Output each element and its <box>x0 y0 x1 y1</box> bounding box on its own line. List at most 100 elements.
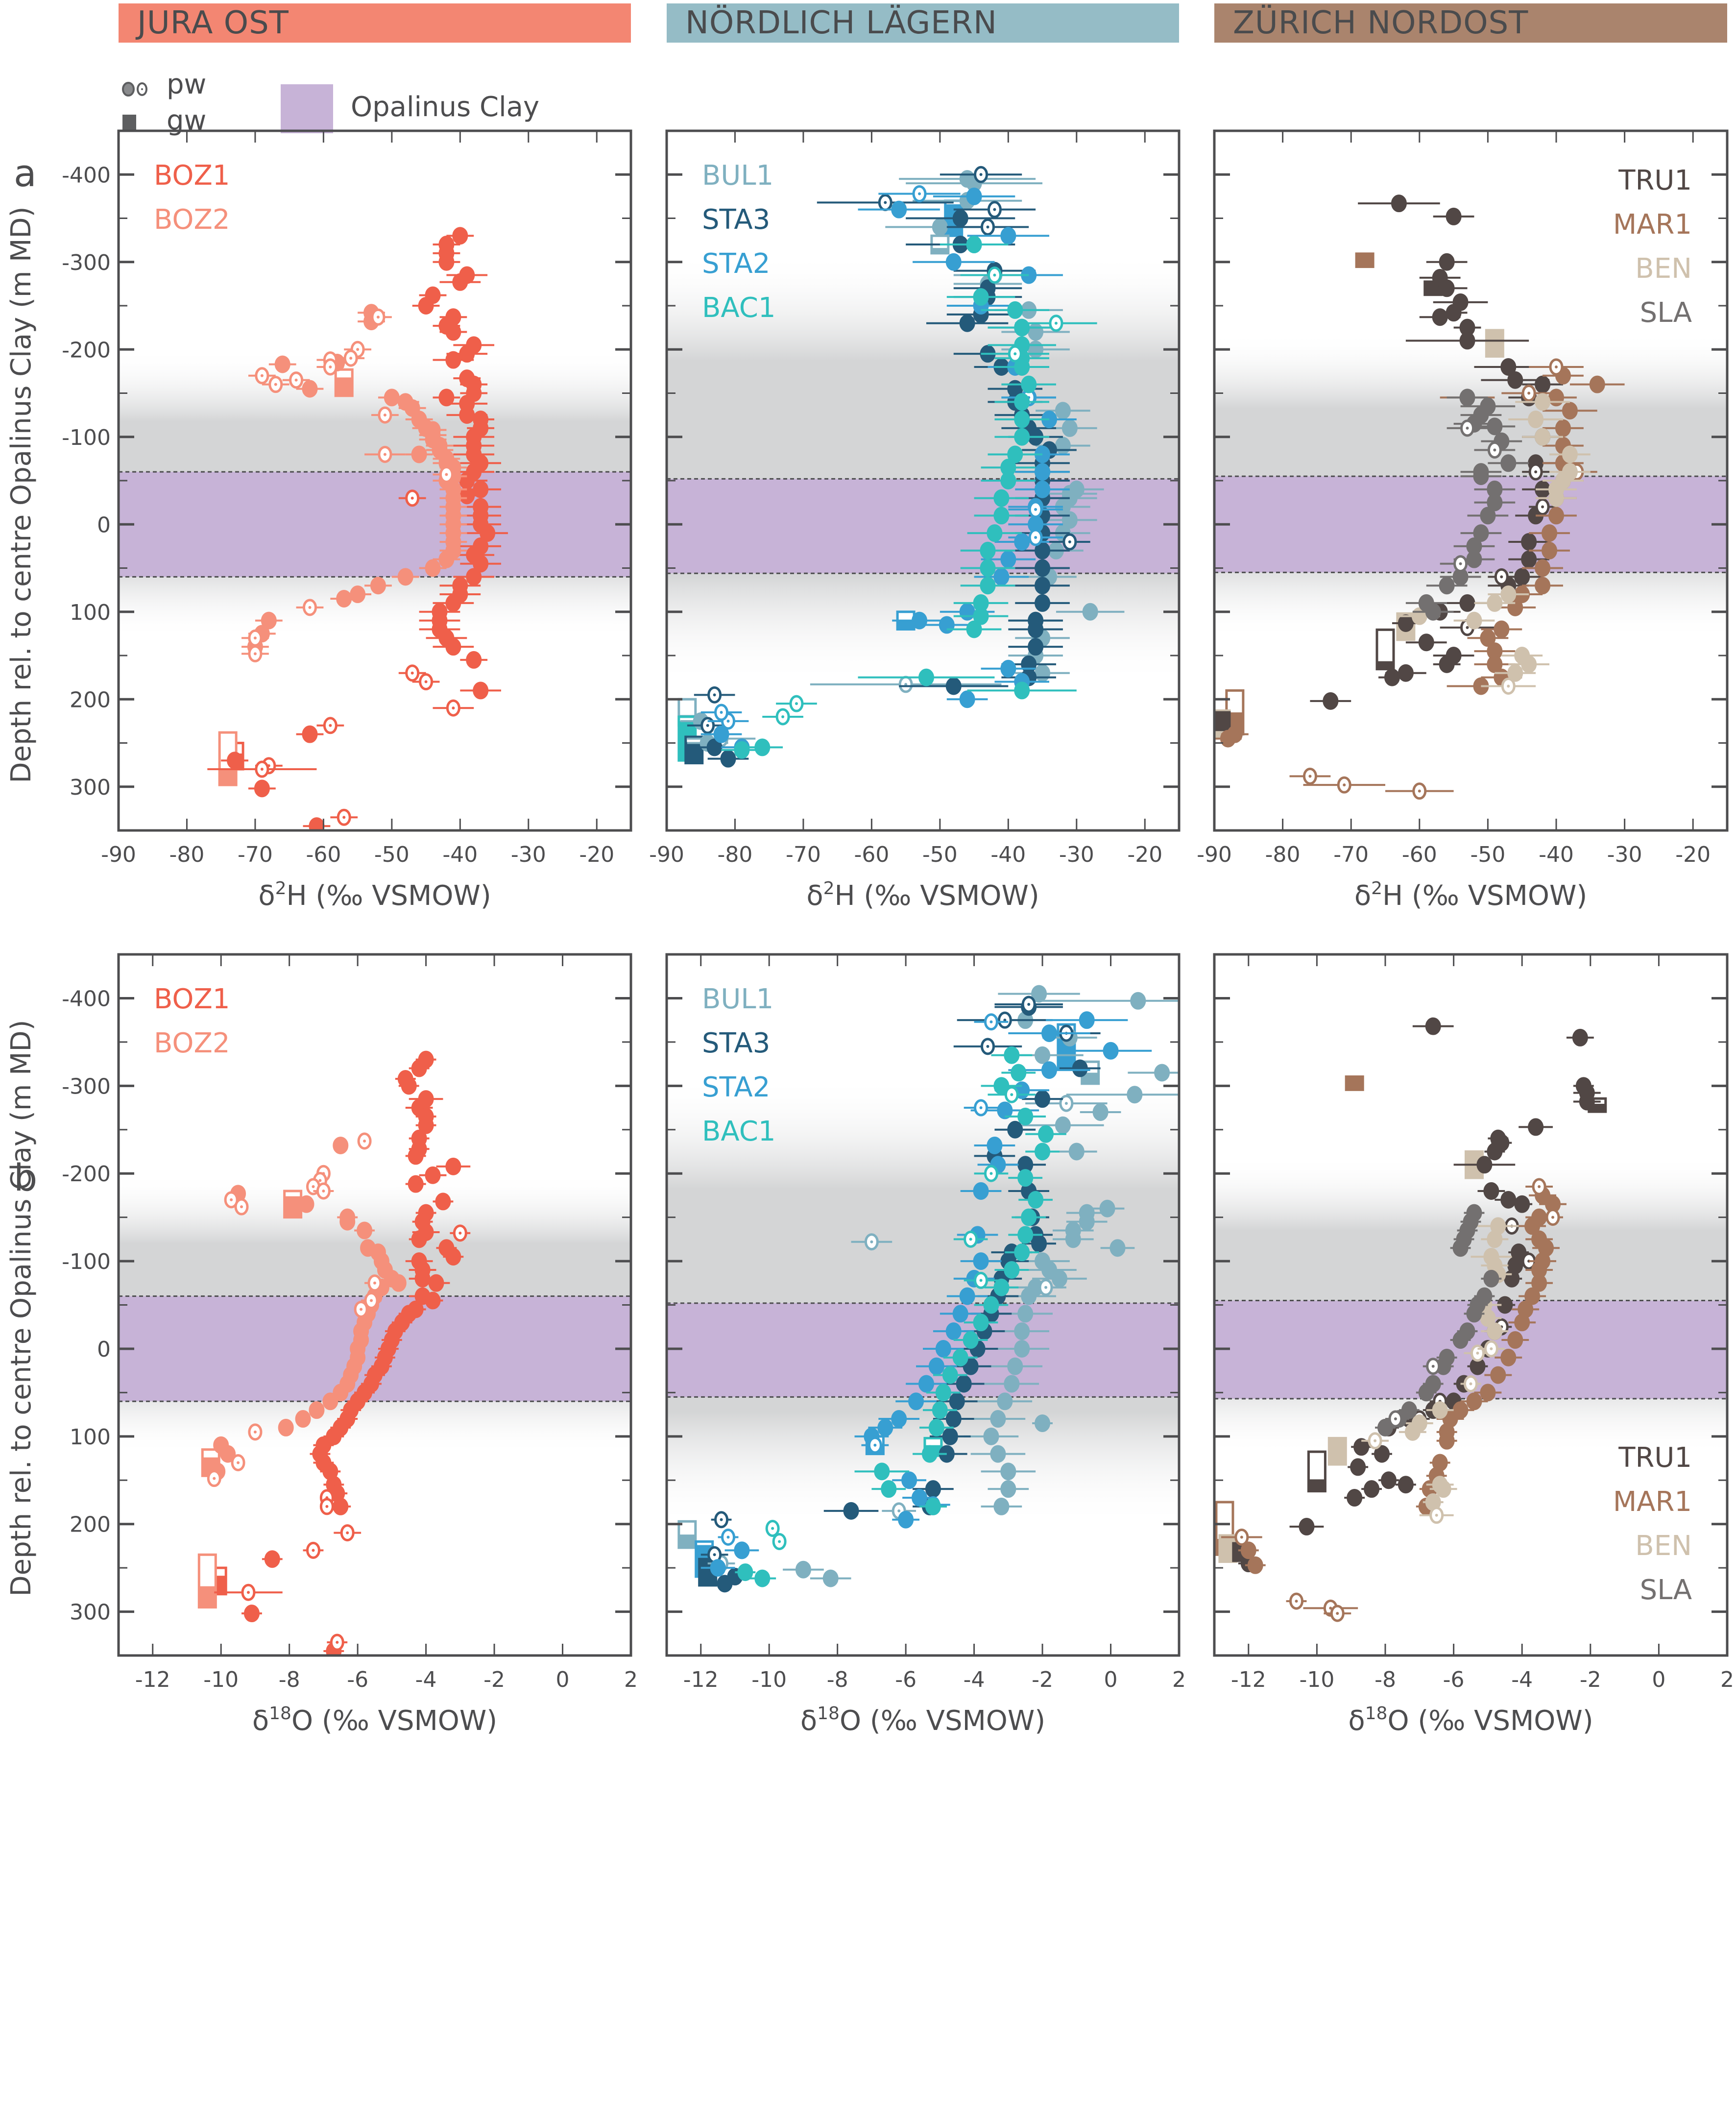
porewater-point-open-dot <box>1431 1364 1435 1368</box>
porewater-point-open-dot <box>1034 536 1037 539</box>
series-ben <box>1398 393 1591 695</box>
porewater-point-open-dot <box>1490 1347 1493 1350</box>
legend-entry-boz2: BOZ2 <box>154 204 230 236</box>
porewater-point <box>445 638 461 656</box>
porewater-point <box>734 1541 750 1559</box>
porewater-point-open-dot <box>1541 505 1544 509</box>
legend-entry-sta2: STA2 <box>702 1071 770 1103</box>
porewater-point <box>1432 1401 1448 1419</box>
porewater-point <box>795 1560 811 1579</box>
porewater-point-open-dot <box>410 671 414 675</box>
porewater-point <box>713 725 729 743</box>
porewater-point <box>466 651 482 669</box>
y-tick-label: 200 <box>70 1512 111 1537</box>
x-tick-label: -30 <box>1059 842 1094 867</box>
porewater-point <box>220 1445 236 1463</box>
porewater-point-open-dot <box>884 201 887 204</box>
porewater-point <box>908 1392 924 1411</box>
x-tick-label: -4 <box>964 1667 985 1692</box>
porewater-point <box>1542 524 1558 542</box>
porewater-point <box>1154 1064 1170 1082</box>
porewater-point <box>912 611 928 630</box>
porewater-point <box>414 1269 431 1288</box>
porewater-point <box>1038 1125 1054 1143</box>
porewater-point-open-dot <box>979 1279 983 1282</box>
x-tick-label: -12 <box>683 1667 719 1692</box>
x-axis-title: δ2H (‰ VSMOW) <box>258 878 491 912</box>
porewater-point <box>959 690 975 708</box>
porewater-point <box>264 1550 280 1568</box>
porewater-point <box>1109 1239 1126 1257</box>
legend-entry-mar1: MAR1 <box>1613 209 1692 241</box>
porewater-point <box>980 577 996 595</box>
porewater-point <box>912 1489 928 1507</box>
square-icon <box>122 115 136 131</box>
x-axis-title-superscript: 2 <box>1371 878 1382 899</box>
porewater-point-open-dot <box>253 1430 257 1434</box>
porewater-point-open-dot <box>458 1231 462 1235</box>
porewater-point <box>1079 1213 1095 1231</box>
porewater-point-open-dot <box>979 1106 983 1110</box>
porewater-point-open-dot <box>410 496 414 500</box>
porewater-point-open-dot <box>870 1240 873 1243</box>
region-header-noerdlich-laegern: NÖRDLICH LÄGERN <box>667 3 1179 43</box>
x-axis-title-superscript: 2 <box>823 878 835 899</box>
porewater-point-open-dot <box>308 606 312 609</box>
series-boz1 <box>214 1050 471 1655</box>
porewater-point <box>973 288 989 306</box>
x-tick-label: -70 <box>786 842 821 867</box>
porewater-point-open-dot <box>1295 1600 1298 1603</box>
porewater-point <box>1487 1143 1503 1161</box>
groundwater-marker-fill <box>1308 1479 1326 1491</box>
porewater-point-open-dot <box>246 1591 250 1594</box>
data-layer <box>207 227 508 830</box>
porewater-point <box>925 1497 941 1515</box>
porewater-point <box>966 236 982 254</box>
porewater-point <box>983 1296 999 1314</box>
porewater-point-open-dot <box>993 208 996 211</box>
porewater-point-open-dot <box>253 636 257 640</box>
porewater-point-open-dot <box>1551 1216 1555 1219</box>
porewater-point <box>1487 493 1503 511</box>
porewater-point <box>401 1077 417 1095</box>
porewater-point <box>952 1348 968 1366</box>
porewater-point <box>1017 1226 1034 1244</box>
porewater-point <box>1589 375 1605 393</box>
x-tick-label: -60 <box>1402 842 1437 867</box>
porewater-point <box>473 480 489 498</box>
porewater-point <box>1521 533 1537 551</box>
porewater-point <box>1350 1458 1366 1476</box>
porewater-point-open-dot <box>322 1189 325 1192</box>
porewater-point <box>1425 1017 1441 1035</box>
x-axis-title-delta: δ <box>800 1705 817 1737</box>
porewater-point <box>918 1375 934 1393</box>
porewater-point-open-dot <box>445 473 448 476</box>
chart-panel-b-zuerich-nordost: -12 -10 -8 -6 -4 -2 0 2 δ18O (‰ VSMOW) TRU1 MAR1 BE… <box>1213 953 1734 1737</box>
filled-circle-icon <box>122 82 135 97</box>
porewater-point <box>357 1221 373 1240</box>
x-tick-label: -10 <box>203 1667 239 1692</box>
porewater-point <box>1021 375 1037 393</box>
porewater-point <box>1473 467 1489 486</box>
porewater-point <box>1480 1384 1496 1402</box>
porewater-point <box>1000 1480 1016 1498</box>
porewater-point <box>1028 620 1044 638</box>
porewater-point <box>1487 1230 1503 1248</box>
porewater-point-open-dot <box>424 680 428 683</box>
porewater-point-open-dot <box>1374 1439 1377 1442</box>
porewater-point <box>302 725 318 743</box>
x-tick-label: -70 <box>1333 842 1369 867</box>
series-boz2 <box>241 304 467 662</box>
x-tick-label: 2 <box>1720 1667 1734 1692</box>
legend-entry-boz1: BOZ1 <box>154 160 230 192</box>
x-tick-label: -4 <box>415 1667 437 1692</box>
porewater-point <box>945 1410 962 1428</box>
porewater-point <box>1459 332 1475 350</box>
porewater-point <box>1446 207 1462 225</box>
legend-marker-icons <box>122 82 147 131</box>
porewater-point <box>1035 1090 1051 1108</box>
porewater-point-open-dot <box>1013 352 1017 356</box>
x-tick-label: -6 <box>347 1667 368 1692</box>
porewater-point <box>1007 445 1023 463</box>
x-tick-label: -80 <box>169 842 205 867</box>
